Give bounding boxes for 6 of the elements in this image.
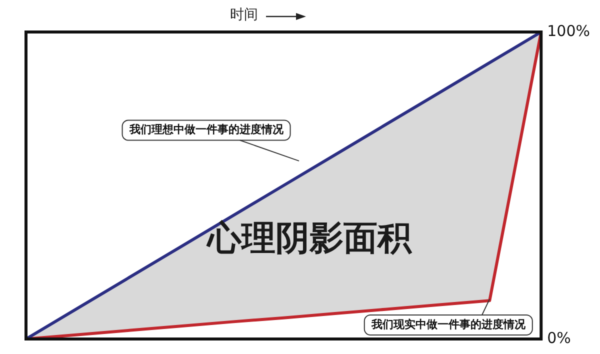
x-axis-title: 时间 xyxy=(230,6,258,24)
y-tick-label: 100% xyxy=(547,22,590,40)
annotation: 心理阴影面积 xyxy=(205,218,412,259)
annotation: 我们理想中做一件事的进度情况 xyxy=(128,123,284,136)
y-tick-label: 0% xyxy=(547,328,571,347)
annotation: 我们现实中做一件事的进度情况 xyxy=(370,318,526,331)
